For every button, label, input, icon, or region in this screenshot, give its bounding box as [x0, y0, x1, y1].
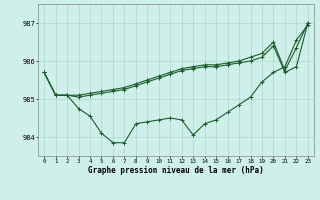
X-axis label: Graphe pression niveau de la mer (hPa): Graphe pression niveau de la mer (hPa)	[88, 166, 264, 175]
